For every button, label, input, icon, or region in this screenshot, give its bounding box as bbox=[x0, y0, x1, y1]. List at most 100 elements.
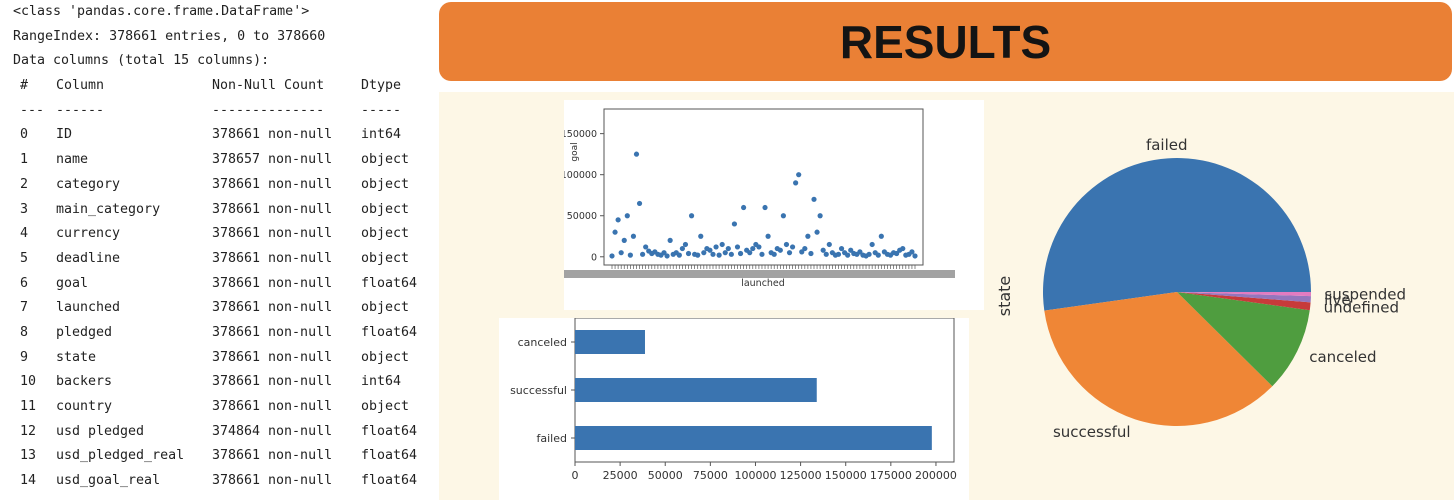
table-cell-3: object bbox=[361, 201, 410, 217]
table-cell-0: 9 bbox=[20, 349, 29, 365]
separator-cell-3: ----- bbox=[361, 102, 402, 118]
dataframe-info-output: <class 'pandas.core.frame.DataFrame'> Ran… bbox=[13, 0, 438, 494]
scatter-point bbox=[802, 245, 808, 252]
table-header-row: # Column Non-Null Count Dtype bbox=[13, 74, 438, 99]
table-cell-0: 6 bbox=[20, 275, 29, 291]
bar-successful bbox=[575, 378, 817, 402]
separator-cell-2: -------------- bbox=[212, 102, 325, 118]
scatter-point bbox=[719, 241, 725, 248]
table-cell-2: 374864 non-null bbox=[212, 423, 333, 439]
pie-label-undefined: undefined bbox=[1324, 299, 1399, 317]
table-cell-1: country bbox=[56, 399, 113, 414]
separator-cell-1: ------ bbox=[56, 102, 105, 118]
scatter-point bbox=[777, 247, 783, 253]
pie-chart: failed successful canceled undefinedlivesus… bbox=[995, 136, 1406, 441]
table-cell-3: int64 bbox=[361, 127, 402, 143]
table-cell-2: 378661 non-null bbox=[212, 399, 333, 414]
bar-xtick-label: 50000 bbox=[648, 469, 683, 482]
table-cell-3: object bbox=[361, 300, 410, 316]
scatter-point bbox=[728, 251, 734, 257]
scatter-point bbox=[909, 249, 915, 255]
table-row: 12 usd pledged 374864 non-null float64 bbox=[13, 420, 438, 445]
scatter-point bbox=[710, 251, 716, 257]
bar-chart: canceled successful failed 0 25000 50000 7500… bbox=[499, 318, 969, 503]
scatter-ylabel: goal bbox=[570, 142, 580, 161]
table-cell-3: float64 bbox=[361, 448, 418, 464]
table-cell-0: 7 bbox=[20, 300, 29, 316]
table-cell-3: float64 bbox=[361, 324, 418, 340]
scatter-point bbox=[636, 200, 643, 207]
table-cell-2: 378661 non-null bbox=[212, 201, 333, 217]
table-cell-1: usd_pledged_real bbox=[56, 448, 185, 464]
scatter-point bbox=[640, 251, 646, 257]
scatter-point bbox=[845, 252, 851, 258]
header-cell-2: Non-Null Count bbox=[212, 78, 325, 94]
scatter-point bbox=[661, 250, 667, 256]
scatter-point bbox=[820, 247, 826, 253]
scatter-point bbox=[771, 251, 777, 257]
table-cell-2: 378661 non-null bbox=[212, 300, 333, 316]
header-cell-3: Dtype bbox=[361, 78, 402, 94]
table-cell-3: float64 bbox=[361, 275, 418, 291]
scatter-point bbox=[741, 204, 747, 211]
scatter-point bbox=[707, 247, 713, 253]
scatter-point bbox=[900, 245, 906, 252]
bar-failed bbox=[575, 426, 932, 450]
table-cell-3: float64 bbox=[361, 423, 418, 439]
bar-category-label: failed bbox=[537, 432, 567, 445]
scatter-point bbox=[618, 250, 624, 256]
bar-category-label: successful bbox=[510, 384, 567, 397]
table-cell-1: main_category bbox=[56, 201, 161, 217]
scatter-point bbox=[912, 253, 918, 259]
info-range-line: RangeIndex: 378661 entries, 0 to 378660 bbox=[13, 28, 326, 44]
table-cell-1: name bbox=[56, 152, 89, 168]
table-row: 6 goal 378661 non-null float64 bbox=[13, 272, 438, 297]
table-cell-0: 5 bbox=[20, 250, 29, 266]
scatter-point bbox=[783, 241, 790, 248]
info-columns-line: Data columns (total 15 columns): bbox=[13, 53, 270, 69]
scatter-point bbox=[667, 237, 673, 243]
scatter-chart: 0 50000 100000 150000 launched goal bbox=[564, 100, 984, 310]
table-cell-0: 14 bbox=[20, 473, 37, 489]
scatter-point bbox=[789, 244, 796, 250]
table-cell-1: deadline bbox=[56, 250, 121, 266]
results-panel: 0 50000 100000 150000 launched goal cancele… bbox=[439, 92, 1454, 503]
table-row: 3 main_category 378661 non-null object bbox=[13, 198, 438, 223]
table-cell-2: 378661 non-null bbox=[212, 448, 333, 464]
table-cell-2: 378661 non-null bbox=[212, 127, 333, 143]
table-row: 1 name 378657 non-null object bbox=[13, 148, 438, 173]
scatter-point bbox=[688, 213, 695, 219]
scatter-point bbox=[624, 213, 630, 219]
scatter-point bbox=[756, 244, 762, 250]
table-cell-2: 378657 non-null bbox=[212, 152, 333, 168]
scatter-point bbox=[737, 250, 744, 257]
table-cell-2: 378661 non-null bbox=[212, 226, 333, 242]
separator-cell-0: --- bbox=[20, 102, 45, 118]
table-cell-0: 3 bbox=[20, 201, 29, 217]
table-cell-0: 8 bbox=[20, 324, 29, 340]
table-cell-1: usd pledged bbox=[56, 423, 145, 439]
table-cell-3: object bbox=[361, 152, 410, 168]
table-cell-2: 378661 non-null bbox=[212, 176, 333, 192]
bar-xtick-label: 175000 bbox=[870, 469, 912, 482]
scatter-point bbox=[716, 252, 722, 258]
scatter-point bbox=[799, 249, 805, 255]
table-cell-0: 12 bbox=[20, 423, 37, 439]
banner-title: RESULTS bbox=[839, 15, 1052, 68]
scatter-point bbox=[725, 245, 731, 252]
scatter-point bbox=[747, 250, 753, 256]
table-cell-0: 1 bbox=[20, 152, 29, 168]
scatter-point bbox=[780, 213, 786, 219]
scatter-point bbox=[731, 221, 738, 227]
table-cell-1: currency bbox=[56, 226, 121, 242]
scatter-point bbox=[805, 233, 811, 239]
table-cell-0: 2 bbox=[20, 176, 29, 192]
table-cell-3: object bbox=[361, 226, 410, 242]
pie-slice-successful bbox=[1044, 292, 1273, 426]
bar-xtick-label: 75000 bbox=[693, 469, 728, 482]
scatter-point bbox=[838, 245, 845, 252]
scatter-ytick-label: 0 bbox=[591, 252, 597, 263]
scatter-point bbox=[894, 250, 900, 257]
pie-slice-canceled bbox=[1177, 292, 1310, 387]
scatter-point bbox=[621, 237, 627, 243]
